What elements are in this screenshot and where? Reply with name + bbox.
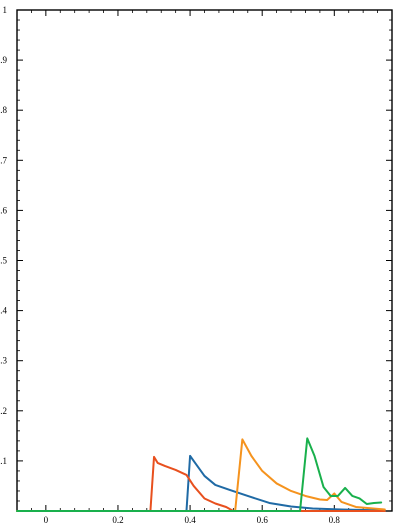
series-line-4: [16, 437, 383, 512]
x-tick-label: 0.2: [112, 515, 123, 525]
x-tick-label: 0.6: [257, 515, 269, 525]
y-tick-label: 0.7: [0, 155, 8, 165]
series-line-2: [16, 455, 386, 512]
x-tick-label: 0: [44, 515, 49, 525]
y-tick-label: 0.9: [0, 55, 8, 65]
x-tick-label: 0.8: [329, 515, 341, 525]
x-tick-label: 0.4: [184, 515, 196, 525]
y-tick-label: 0.6: [0, 205, 8, 215]
y-tick-label: 0.5: [0, 256, 8, 266]
y-tick-label: 0.1: [0, 456, 7, 466]
y-tick-label: 0.2: [0, 406, 7, 416]
y-tick-label: 0.3: [0, 356, 8, 366]
series-line-1: [16, 454, 386, 512]
y-tick-label: 1: [3, 5, 8, 15]
series-line-3: [16, 438, 386, 512]
plot-frame: [16, 9, 393, 512]
y-tick-label: 0.4: [0, 306, 8, 316]
y-tick-label: 0.8: [0, 105, 8, 115]
